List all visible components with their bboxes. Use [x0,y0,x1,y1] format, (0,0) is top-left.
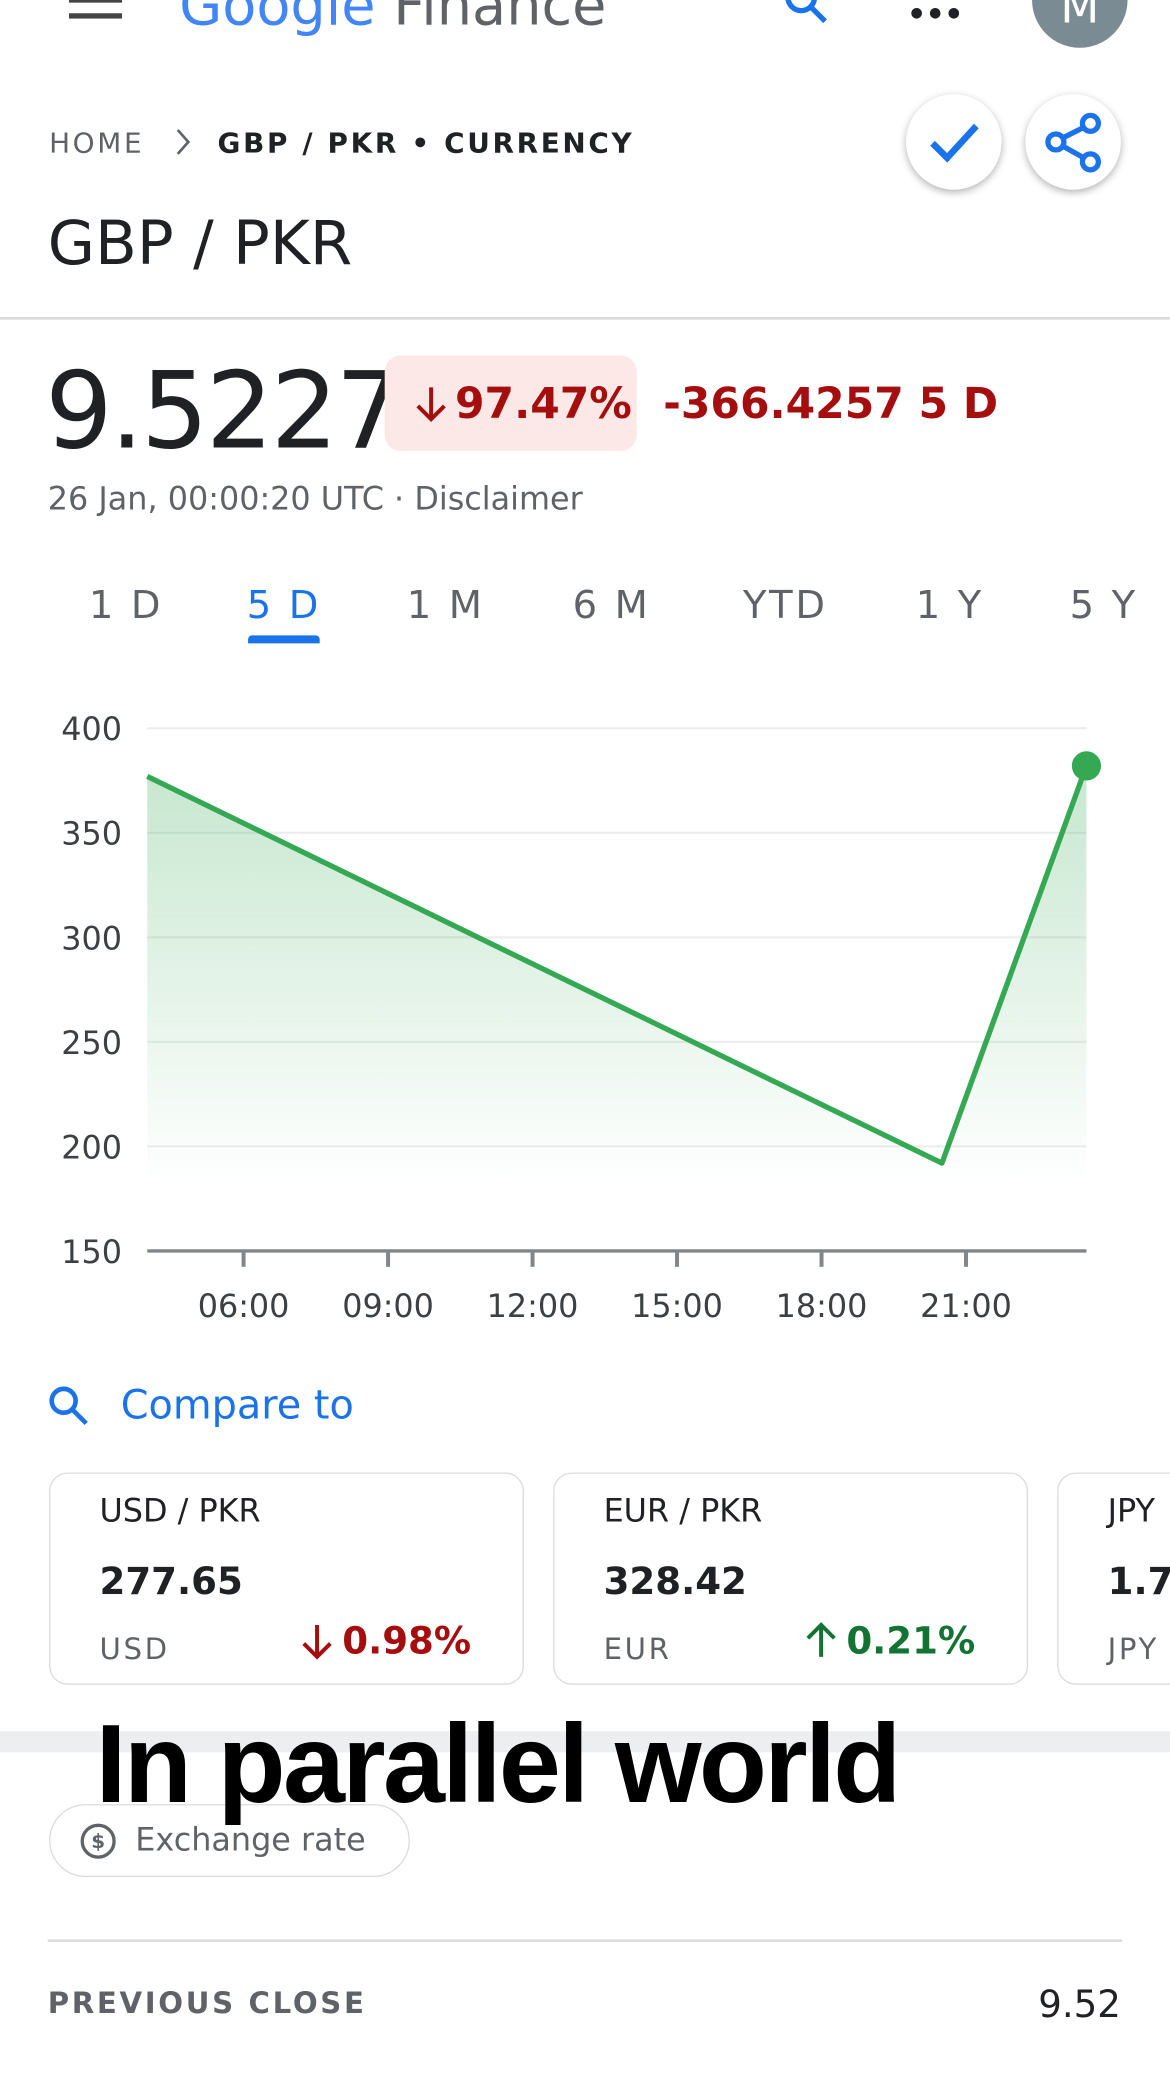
timestamp-row: 26 Jan, 00:00:20 UTC · Disclaimer [48,480,583,517]
card-value: 277.65 [99,1559,243,1604]
avatar[interactable]: M [1032,0,1128,48]
change-badge: 97.47% [384,355,637,452]
card-currency: EUR [603,1633,672,1667]
share-icon [1045,112,1102,173]
chart: 150 200 250 300 350 400 06:00 09:00 12:00 15:00 18… [61,710,1102,1325]
divider [47,1939,1123,1943]
card-change: 0.21% [846,1619,976,1663]
x-tick-label: 21:00 [920,1287,1012,1325]
logo-product: Finance [393,0,607,38]
compare-card[interactable]: USD / PKR 277.65 USD 0.98% [49,1472,524,1685]
check-icon [930,123,979,163]
compare-link[interactable]: Compare to [120,1382,354,1430]
card-change: 0.98% [342,1619,472,1663]
area-fill [147,765,1087,1185]
compare-card[interactable]: EUR / PKR 328.42 EUR 0.21% [553,1472,1029,1685]
y-tick-label: 400 [61,710,122,748]
breadcrumb-current: GBP / PKR • CURRENCY [217,127,635,160]
down-arrow [416,387,446,422]
y-tick-label: 350 [61,815,122,853]
x-tick-label: 09:00 [342,1287,434,1325]
last-point [1071,751,1102,781]
disclaimer-link[interactable]: Disclaimer [414,480,583,518]
compare-search-icon [49,1386,88,1426]
page-title: GBP / PKR [47,206,353,279]
band [0,1731,1170,1753]
avatar-initial: M [1060,0,1100,35]
change-row: -366.4257 5 D [663,378,998,428]
chevron [176,129,191,155]
card-name: EUR / PKR [603,1492,763,1530]
y-tick-label: 300 [61,919,122,957]
timestamp: 26 Jan, 00:00:20 UTC [47,480,384,518]
x-tick-label: 06:00 [198,1287,290,1325]
price-line [146,764,1089,1166]
apps-icon[interactable] [909,0,962,27]
share-button[interactable] [1025,94,1121,190]
follow-button[interactable] [906,94,1002,190]
y-tick-label: 150 [61,1233,122,1271]
card-value: 328.42 [603,1559,747,1604]
x-tick-label: 15:00 [631,1287,723,1325]
up-arrow [806,1622,836,1657]
stat-value: 9.52 [1038,1982,1121,2027]
down-arrow [302,1624,332,1660]
dollar-icon: $ [80,1823,116,1859]
divider [0,317,1170,320]
card-currency: USD [99,1633,170,1667]
price: 9.5227 [45,349,403,473]
compare-card[interactable]: JPY 1.77 JPY [1057,1472,1170,1685]
range-tab[interactable]: 6 M [572,582,651,628]
range-tab[interactable]: 1 Y [915,582,984,628]
logo[interactable]: Google Finance [179,0,606,38]
y-tick-label: 200 [61,1128,122,1166]
range-tab[interactable]: 1 M [406,582,485,628]
card-name: USD / PKR [99,1492,261,1530]
tab-indicator [248,635,320,644]
card-value: 1.77 [1107,1559,1170,1604]
card-currency: JPY [1107,1633,1160,1667]
exchange-rate-chip[interactable]: $ Exchange rate [49,1804,410,1878]
y-tick-label: 250 [61,1024,122,1062]
range-tab[interactable]: 5 Y [1069,582,1138,628]
range-tab[interactable]: 5 D [246,582,322,628]
range-tab[interactable]: YTD [743,582,828,628]
menu-icon[interactable] [68,0,125,24]
change-percent: 97.47% [454,378,632,429]
logo-brand: Google [179,0,376,38]
svg-text:$: $ [91,1830,105,1853]
change-value: -366.4257 [663,378,904,429]
breadcrumb-home[interactable]: HOME [49,127,145,160]
stat-label: PREVIOUS CLOSE [47,1987,367,2021]
meme-caption: In parallel world [95,1701,902,1826]
x-tick-label: 18:00 [776,1287,868,1325]
chip-label: Exchange rate [135,1821,366,1859]
separator: · [394,480,405,518]
x-tick-label: 12:00 [487,1287,579,1325]
card-name: JPY [1107,1492,1155,1530]
range-tab[interactable]: 1 D [88,582,164,628]
search-icon[interactable] [783,0,836,27]
change-period: 5 D [918,378,999,429]
